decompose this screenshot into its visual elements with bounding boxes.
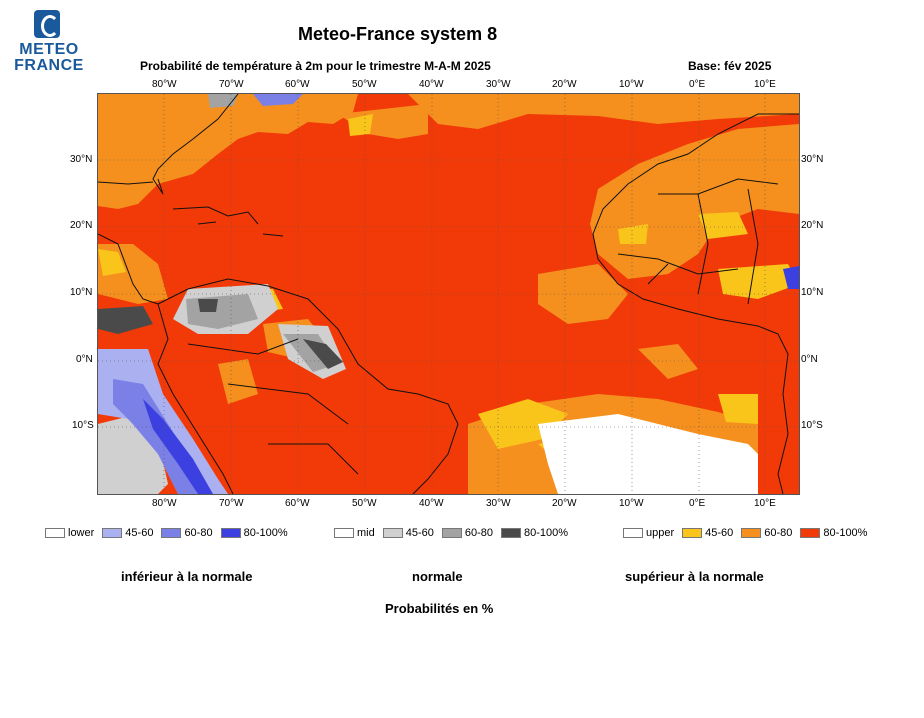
probability-caption: Probabilités en %	[385, 601, 494, 616]
chart-subtitle: Probabilité de température à 2m pour le …	[140, 59, 491, 73]
lat-label-left: 10°N	[70, 287, 93, 298]
legend-item: 60-80	[741, 527, 792, 539]
legend-swatch	[102, 528, 123, 538]
legend-swatch	[45, 528, 65, 538]
lon-label-top: 60°W	[285, 79, 310, 90]
lon-label-top: 70°W	[219, 79, 244, 90]
legend-item: upper	[623, 527, 674, 539]
legend-swatch	[382, 528, 403, 538]
lat-label-right: 10°S	[801, 420, 823, 431]
map-canvas	[98, 94, 799, 494]
legend-swatch	[161, 528, 182, 538]
legend-item: mid	[334, 527, 375, 539]
lon-label-top: 10°W	[619, 79, 644, 90]
probability-map	[97, 93, 800, 495]
legend-swatch	[741, 528, 762, 538]
legend-item: 45-60	[682, 527, 733, 539]
legend-item: 80-100%	[800, 527, 867, 539]
legend-mid: mid 45-60 60-80 80-100%	[334, 527, 572, 539]
lat-label-right: 0°N	[801, 354, 818, 365]
lon-label-bottom: 40°W	[419, 498, 444, 509]
lon-label-bottom: 10°E	[754, 498, 776, 509]
lon-label-bottom: 60°W	[285, 498, 310, 509]
logo-text: METEO FRANCE	[14, 41, 84, 74]
legend-item: 60-80	[161, 527, 213, 539]
legend-swatch	[441, 528, 462, 538]
lat-label-right: 10°N	[801, 287, 824, 298]
lat-label-left: 20°N	[70, 220, 93, 231]
lon-label-top: 20°W	[552, 79, 577, 90]
lon-label-bottom: 0°E	[689, 498, 706, 509]
lon-label-top: 30°W	[486, 79, 511, 90]
legend-swatch	[220, 528, 241, 538]
lon-label-top: 0°E	[689, 79, 706, 90]
lon-label-top: 40°W	[419, 79, 444, 90]
logo-mark-icon	[34, 10, 60, 38]
lon-label-bottom: 20°W	[552, 498, 577, 509]
legend-label: 45-60	[705, 527, 734, 539]
lon-label-bottom: 30°W	[486, 498, 511, 509]
category-upper: supérieur à la normale	[625, 569, 764, 584]
legend-item: 45-60	[102, 527, 153, 539]
lon-label-top: 50°W	[352, 79, 377, 90]
legend-upper: upper 45-60 60-80 80-100%	[623, 527, 871, 539]
chart-title: Meteo-France system 8	[298, 24, 498, 44]
lat-label-right: 30°N	[801, 154, 824, 165]
legend-label: 60-80	[184, 527, 213, 539]
lon-label-bottom: 80°W	[152, 498, 177, 509]
legend-label: 45-60	[125, 527, 154, 539]
lat-label-left: 30°N	[70, 154, 93, 165]
legend-label: mid	[357, 527, 375, 539]
legend-swatch	[800, 528, 821, 538]
category-lower: inférieur à la normale	[121, 569, 253, 584]
no-signal-region	[538, 414, 758, 494]
lat-label-left: 10°S	[72, 420, 94, 431]
legend-item: 80-100%	[501, 527, 568, 539]
legend-label: 80-100%	[823, 527, 868, 539]
category-mid: normale	[412, 569, 463, 584]
lon-label-bottom: 70°W	[219, 498, 244, 509]
lat-label-left: 0°N	[76, 354, 93, 365]
lon-label-top: 80°W	[152, 79, 177, 90]
legend-label: 80-100%	[524, 527, 569, 539]
legend-lower: lower 45-60 60-80 80-100%	[45, 527, 292, 539]
legend-label: 45-60	[405, 527, 434, 539]
lon-label-top: 10°E	[754, 79, 776, 90]
lon-label-bottom: 50°W	[352, 498, 377, 509]
meteo-france-logo: METEO FRANCE	[14, 10, 84, 80]
legend-label: upper	[646, 527, 675, 539]
legend-item: 60-80	[441, 527, 494, 539]
coastlines	[98, 94, 799, 494]
legend-swatch	[623, 528, 643, 538]
legend-swatch	[682, 528, 703, 538]
base-date: Base: fév 2025	[688, 59, 772, 73]
lat-label-right: 20°N	[801, 220, 824, 231]
legend-item: 80-100%	[220, 527, 288, 539]
legend-swatch	[334, 528, 354, 538]
legend-item: 45-60	[382, 527, 434, 539]
legend-item: lower	[45, 527, 94, 539]
legend-label: 60-80	[464, 527, 494, 539]
graticule	[98, 94, 799, 494]
legend-label: 60-80	[764, 527, 793, 539]
legend-swatch	[501, 528, 522, 538]
legend-label: lower	[68, 527, 95, 539]
legend-label: 80-100%	[243, 527, 288, 539]
lower-regions	[98, 94, 799, 494]
lon-label-bottom: 10°W	[619, 498, 644, 509]
